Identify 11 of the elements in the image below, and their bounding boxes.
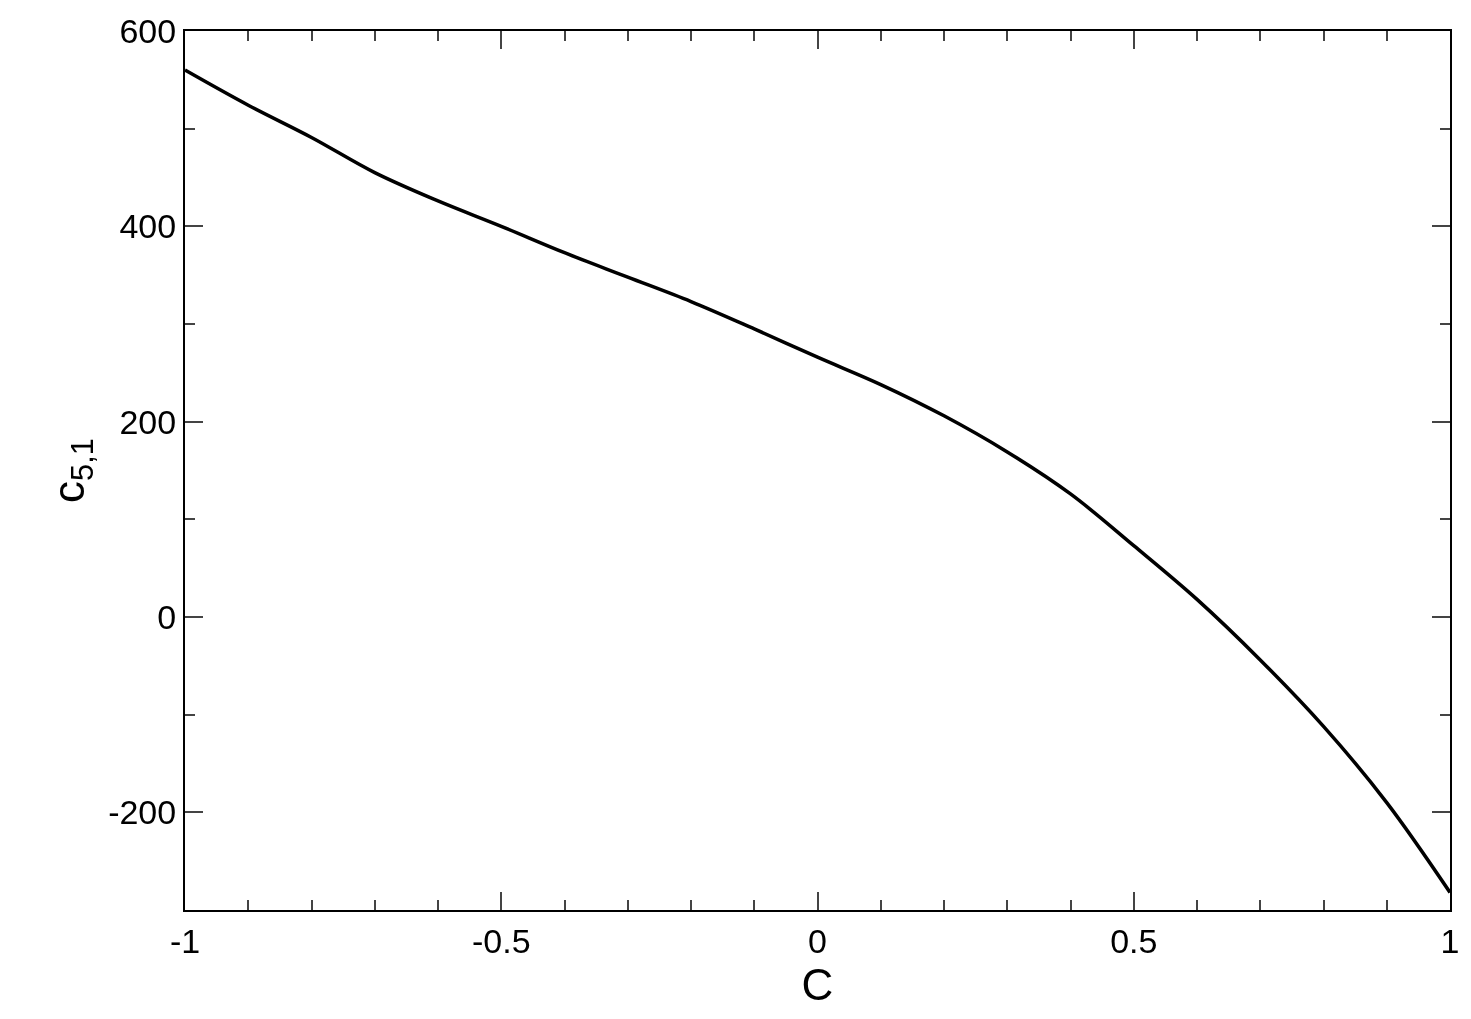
y-tick-label: 200 — [119, 402, 177, 441]
x-tick-label: -0.5 — [471, 921, 531, 960]
x-tick-label: -1 — [169, 921, 201, 960]
x-axis-title: C — [801, 959, 834, 1009]
y-tick-label: 0 — [157, 597, 177, 636]
y-tick-label: -200 — [108, 793, 177, 832]
x-tick-label: 0 — [808, 921, 827, 960]
y-tick-label: 600 — [119, 11, 177, 50]
y-tick-label: 400 — [119, 207, 177, 246]
x-tick-label: 0.5 — [1110, 921, 1158, 960]
x-tick-label: 1 — [1440, 921, 1460, 960]
